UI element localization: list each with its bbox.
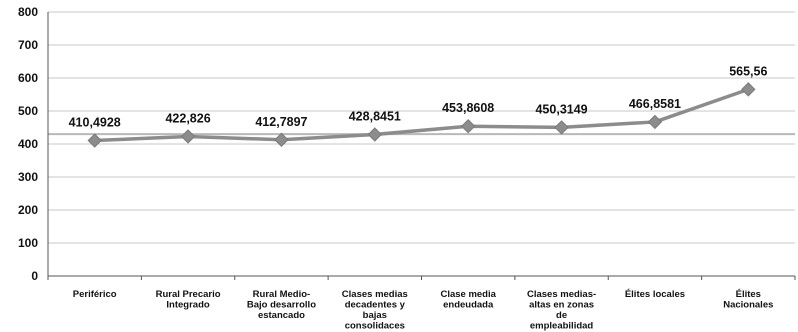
x-tick-label-line: Clase media	[440, 289, 496, 300]
x-tick-label-line: estancado	[258, 310, 305, 321]
x-tick-label-line: endeudada	[443, 300, 494, 311]
x-tick-label-line: Élites	[736, 289, 761, 300]
y-tick-label: 400	[18, 137, 38, 151]
x-tick-label-line: empleabilidad	[530, 321, 594, 332]
y-axis: 0 100 200 300 400 500 600 700 800	[18, 5, 49, 283]
y-tick-label: 100	[18, 236, 38, 250]
data-point	[460, 119, 476, 134]
data-point	[180, 129, 196, 144]
x-tick-label: Periférico	[73, 289, 117, 300]
x-tick-label-line: Clases medias	[342, 289, 408, 300]
x-tick-label-line: Integrado	[166, 300, 209, 311]
x-axis: Periférico Rural Precario Integrado Rural M…	[47, 275, 796, 332]
x-tick-label-line: bajas	[363, 310, 387, 321]
data-label: 565,56	[729, 64, 767, 78]
data-point	[274, 132, 289, 147]
x-tick-label: Élites Nacionales	[723, 289, 773, 311]
x-tick-label-line: Bajo desarrollo	[247, 300, 316, 311]
data-labels: 410,4928 422,826 412,7897 428,8451 453,8608 4…	[69, 64, 768, 129]
data-label: 412,7897	[255, 115, 307, 129]
x-tick-label: Élites locales	[625, 289, 685, 300]
data-label: 466,8581	[629, 97, 681, 111]
y-tick-label: 500	[18, 104, 38, 118]
data-point	[554, 120, 569, 135]
x-tick-label-line: consolidaces	[345, 321, 405, 332]
data-label: 453,8608	[442, 101, 494, 115]
x-tick-label-line: decadentes y	[345, 300, 406, 311]
y-tick-label: 700	[18, 38, 38, 52]
y-tick-label: 600	[18, 71, 38, 85]
series-polyline	[94, 87, 749, 143]
x-tick-label: Clase media endeudada	[440, 289, 496, 311]
x-tick-label-line: Nacionales	[723, 300, 773, 311]
x-tick-label-line: Rural Precario	[156, 289, 221, 300]
x-tick-label: Rural Medio-Bajo desarrollo estancado	[247, 289, 316, 321]
data-point	[647, 114, 663, 130]
data-label: 428,8451	[349, 109, 401, 123]
y-tick-label: 200	[18, 203, 38, 217]
data-label: 450,3149	[535, 102, 587, 116]
y-tick-label: 300	[18, 170, 38, 184]
x-tick-label: Rural Precario Integrado	[156, 289, 221, 311]
gridlines	[48, 11, 795, 244]
x-tick-label-line: Clases medias-	[527, 289, 596, 300]
x-tick-label-line: Rural Medio-	[253, 289, 311, 300]
data-point	[87, 133, 102, 148]
series-line	[87, 82, 756, 148]
x-tick-label-line: altas en zonas	[529, 300, 594, 311]
x-tick-label-line: Élites locales	[625, 289, 685, 300]
x-tick-label-line: Periférico	[73, 289, 117, 300]
data-point	[367, 127, 383, 142]
data-point	[741, 82, 756, 97]
x-tick-label: Clases medias decadentes y bajas consolidac…	[342, 289, 408, 332]
y-tick-label: 800	[18, 5, 38, 19]
x-tick-label: Clases medias-altas en zonas de empleabili…	[527, 289, 596, 332]
y-tick-label: 0	[31, 269, 38, 283]
x-tick-label-line: de	[556, 310, 567, 321]
data-label: 410,4928	[69, 116, 121, 130]
data-label: 422,826	[165, 111, 210, 125]
